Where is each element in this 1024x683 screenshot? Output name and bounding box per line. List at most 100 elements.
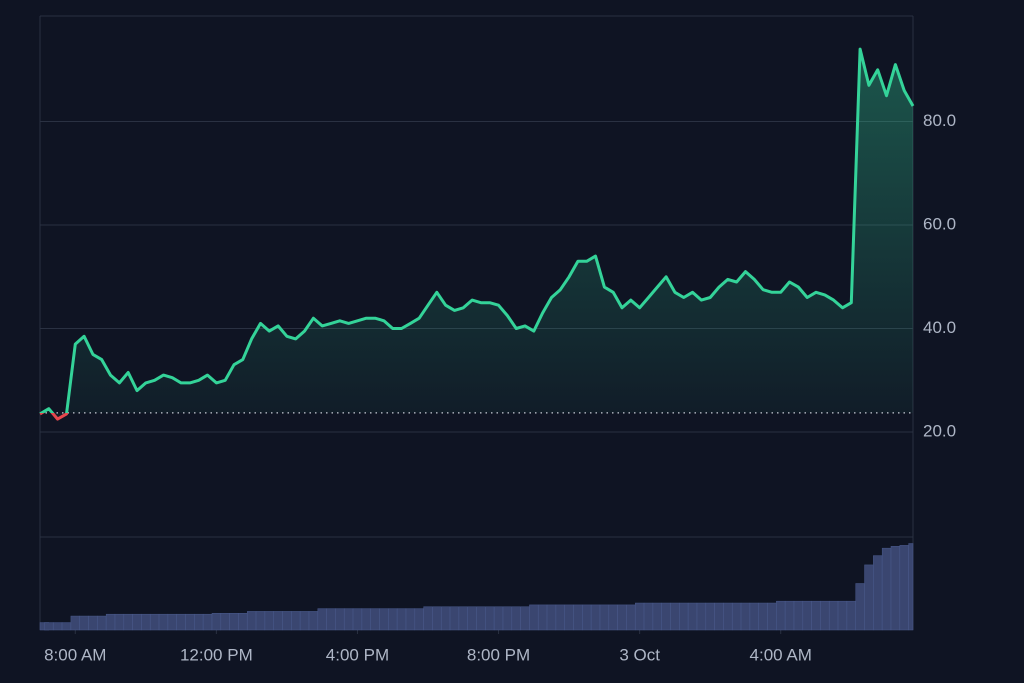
volume-bar	[414, 608, 424, 631]
volume-bar	[150, 613, 160, 631]
volume-bar	[458, 606, 468, 631]
volume-bar	[740, 602, 751, 631]
x-tick-label: 4:00 AM	[750, 645, 812, 664]
volume-bar	[679, 602, 689, 631]
volume-bar	[714, 602, 724, 631]
volume-bar	[467, 606, 477, 631]
volume-bar	[361, 608, 371, 631]
volume-bar	[802, 600, 812, 631]
volume-bar	[255, 611, 266, 631]
volume-bar	[626, 604, 636, 631]
volume-bar	[908, 543, 914, 631]
volume-bar	[493, 606, 504, 631]
volume-bar	[432, 606, 442, 631]
volume-bar	[511, 606, 521, 631]
x-tick-label: 8:00 AM	[44, 645, 106, 664]
volume-bar	[97, 615, 107, 631]
volume-bar	[167, 613, 177, 631]
volume-bar	[299, 611, 310, 631]
volume-bar	[864, 564, 874, 631]
volume-bar	[811, 600, 821, 631]
volume-bar	[61, 622, 72, 631]
volume-bar	[599, 604, 609, 631]
volume-bar	[114, 613, 124, 631]
volume-bar	[379, 608, 389, 631]
volume-bar	[88, 615, 98, 631]
volume-bar	[846, 600, 856, 631]
volume-bar	[344, 608, 354, 631]
volume-bar	[829, 600, 839, 631]
volume-bar	[441, 606, 451, 631]
volume-bar	[687, 602, 698, 631]
volume-bar	[705, 602, 715, 631]
volume-bar	[652, 602, 662, 631]
volume-bar	[732, 602, 742, 631]
volume-bar	[696, 602, 706, 631]
volume-bar	[608, 604, 618, 631]
volume-bar	[767, 602, 777, 631]
volume-bar	[793, 600, 803, 631]
x-tick-label: 12:00 PM	[180, 645, 253, 664]
volume-bar	[776, 600, 786, 631]
area	[40, 49, 913, 420]
volume-bar	[105, 613, 116, 631]
volume-bar	[53, 622, 63, 631]
volume-bar	[749, 602, 759, 631]
volume-bar	[211, 613, 221, 631]
volume-bar	[291, 611, 301, 631]
volume-bar	[485, 606, 495, 631]
volume-bar	[520, 606, 530, 631]
volume-bar	[317, 608, 327, 631]
x-tick-label: 8:00 PM	[467, 645, 530, 664]
volume-bar	[370, 608, 380, 631]
y-tick-label: 80.0	[923, 111, 956, 130]
volume-bar	[308, 611, 318, 631]
volume-bar	[670, 602, 680, 631]
volume-bar	[573, 604, 583, 631]
volume-bar	[335, 608, 345, 631]
volume-bar	[132, 613, 142, 631]
volume-bar	[661, 602, 671, 631]
volume-bar	[405, 608, 415, 631]
volume-bar	[220, 613, 230, 631]
volume-bar	[79, 615, 89, 631]
price-line	[39, 47, 915, 421]
volume-bar	[273, 611, 283, 631]
volume-bar	[194, 613, 204, 631]
volume-bar	[502, 606, 512, 631]
volume-bar	[70, 615, 80, 631]
volume-bar	[247, 611, 257, 631]
y-tick-label: 60.0	[923, 215, 956, 234]
volume-bar	[564, 604, 574, 631]
volume-bar	[352, 608, 363, 631]
volume-bar	[837, 600, 848, 631]
volume-bar	[899, 545, 909, 631]
volume-bar	[449, 606, 460, 631]
volume-bar	[820, 600, 830, 631]
volume-bar	[282, 611, 292, 631]
volume-bar	[423, 606, 433, 631]
volume-bar	[590, 604, 601, 631]
volume-bar	[141, 613, 151, 631]
volume-bar	[635, 602, 645, 631]
volume-bar	[185, 613, 195, 631]
volume-bar	[538, 604, 548, 631]
volume-bar	[723, 602, 733, 631]
volume-bar	[476, 606, 486, 631]
volume-bar	[158, 613, 169, 631]
volume-bar	[238, 613, 248, 631]
volume-bar	[529, 604, 539, 631]
y-tick-label: 40.0	[923, 318, 956, 337]
volume-bar	[617, 604, 627, 631]
volume-bar	[44, 622, 54, 631]
volume-bar	[890, 546, 900, 631]
volume-bar	[784, 600, 795, 631]
volume-bar	[582, 604, 592, 631]
x-tick-label: 3 Oct	[619, 645, 660, 664]
volume-bar	[229, 613, 239, 631]
volume-bar	[873, 555, 883, 631]
volume-bar	[643, 602, 654, 631]
volume-bar	[388, 608, 398, 631]
volume-bar	[758, 602, 768, 631]
volume-bar	[326, 608, 336, 631]
